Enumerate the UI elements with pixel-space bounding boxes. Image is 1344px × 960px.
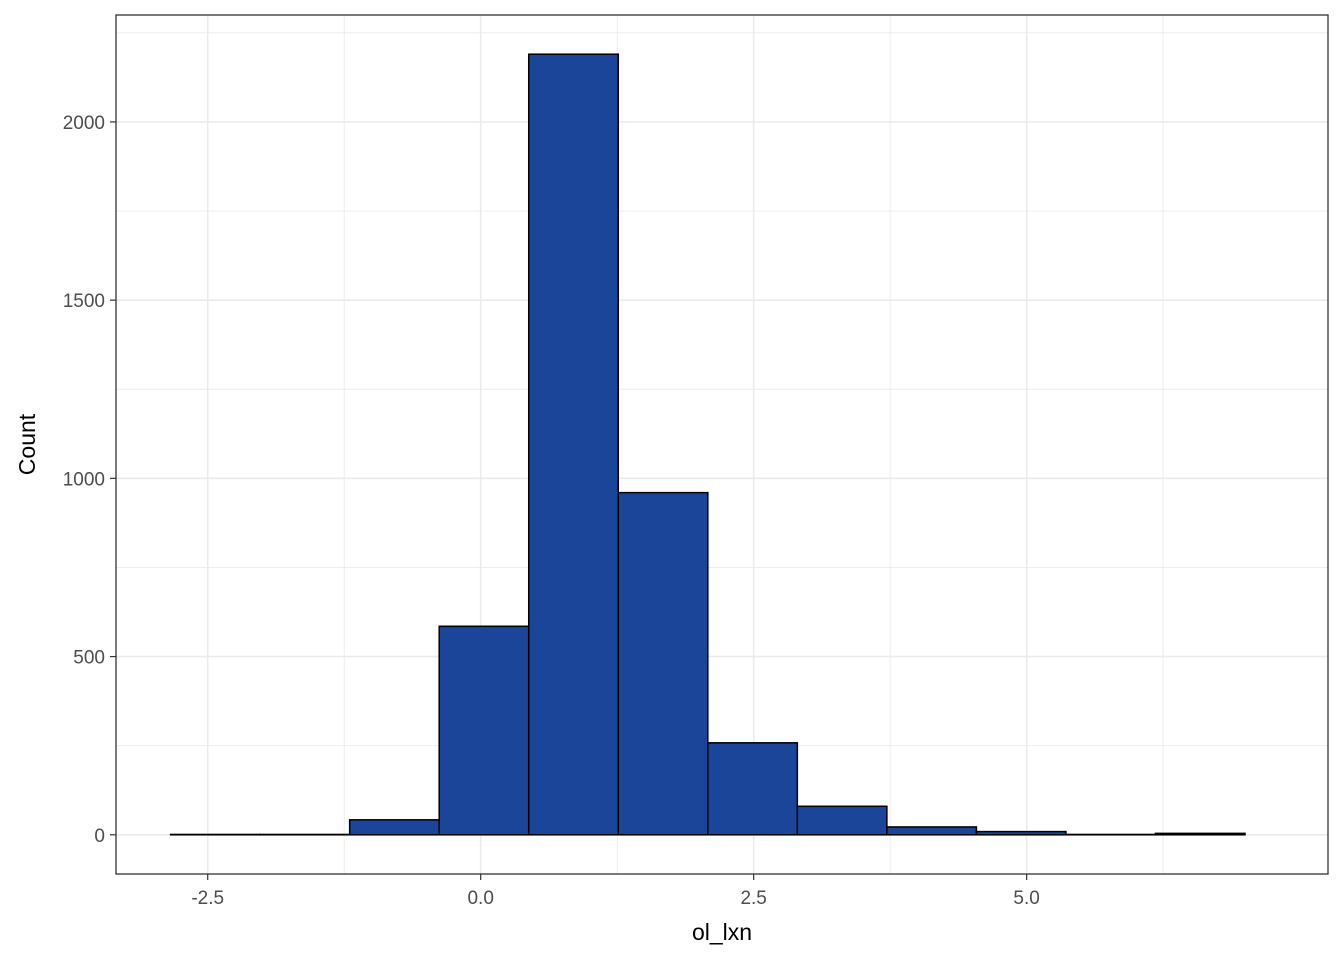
y-tick-label: 1500 [63, 291, 105, 312]
histogram-bar [1154, 832, 1246, 836]
histogram-bar [617, 491, 709, 836]
histogram-bar [886, 826, 978, 836]
panel-background [116, 15, 1328, 874]
y-tick-label: 0 [94, 826, 105, 847]
grid-lines [116, 15, 1328, 874]
x-axis-title: ol_lxn [692, 919, 752, 945]
axes: -2.5 0.0 2.5 5.0 0 500 1000 1500 2000 [63, 113, 1040, 909]
histogram-bar [527, 53, 620, 836]
histogram-bar [438, 625, 530, 836]
histogram-bars [169, 53, 1246, 836]
histogram-bar [796, 805, 888, 836]
y-tick-label: 1000 [63, 469, 105, 490]
histogram-bar [707, 742, 799, 836]
x-tick-label: 5.0 [1013, 888, 1039, 909]
y-axis-title: Count [14, 413, 40, 475]
y-tick-label: 2000 [63, 113, 105, 134]
x-tick-label: -2.5 [191, 888, 224, 909]
histogram-bar [975, 830, 1067, 836]
y-tick-label: 500 [73, 648, 105, 669]
x-tick-label: 2.5 [740, 888, 766, 909]
x-tick-label: 0.0 [467, 888, 493, 909]
histogram-bar [348, 819, 440, 836]
panel-border [115, 14, 1329, 875]
